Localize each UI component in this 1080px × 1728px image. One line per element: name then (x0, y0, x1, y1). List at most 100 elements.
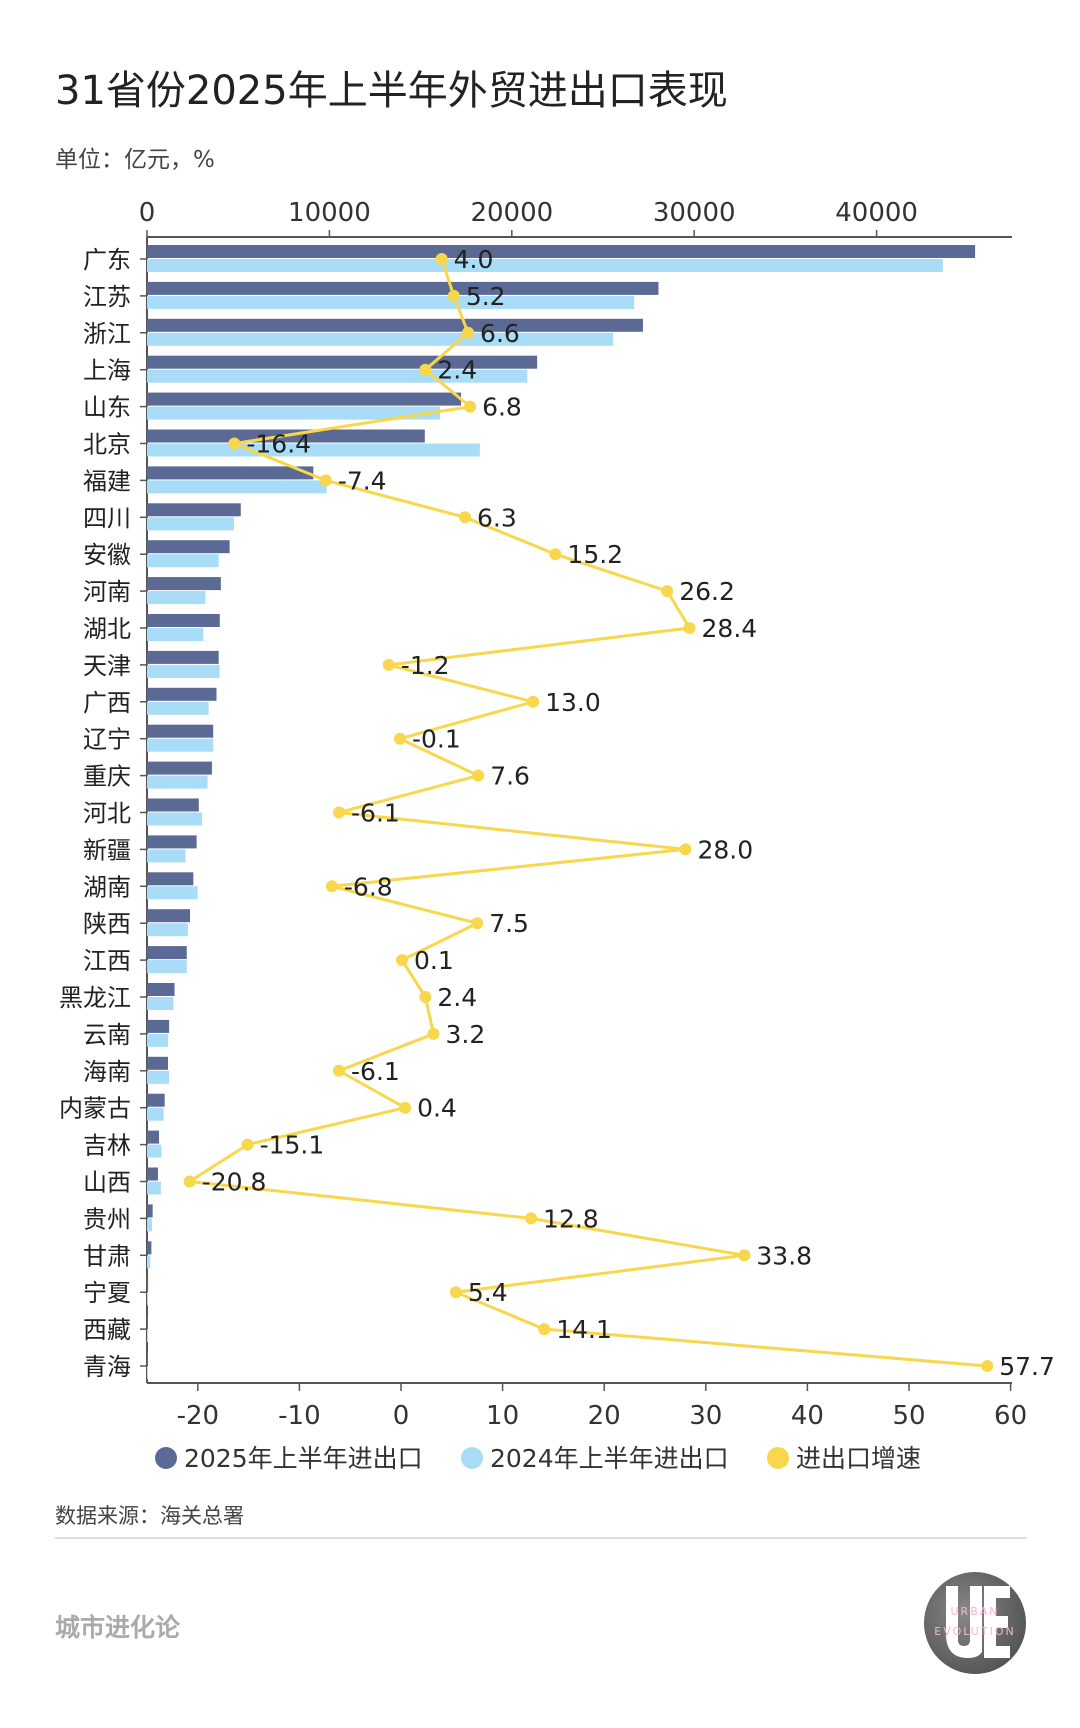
logo-mark (946, 1586, 1010, 1658)
growth-point (396, 954, 409, 967)
bar-2025 (147, 1019, 170, 1033)
bottom-axis-tick-label: 0 (393, 1401, 410, 1431)
category-label: 四川 (83, 504, 131, 532)
growth-label: -15.1 (260, 1131, 325, 1160)
category-label: 湖北 (83, 615, 131, 643)
bar-2025 (147, 614, 220, 627)
top-axis-tick-label: 30000 (653, 198, 736, 228)
growth-label: 6.3 (477, 503, 517, 532)
legend-marker (767, 1447, 789, 1469)
growth-point (333, 1064, 346, 1077)
bar-2024 (147, 1107, 164, 1121)
bar-2025 (147, 1315, 148, 1329)
category-label: 河北 (83, 800, 131, 828)
category-label: 宁夏 (83, 1279, 131, 1307)
growth-label: 7.5 (489, 909, 529, 938)
growth-point (449, 1286, 462, 1299)
category-label: 湖南 (83, 873, 131, 901)
growth-label: -6.1 (351, 1057, 400, 1086)
category-label: 新疆 (83, 836, 131, 864)
bar-2025 (147, 1167, 158, 1181)
growth-label: 6.6 (480, 319, 520, 348)
bar-2025 (147, 1093, 165, 1107)
bar-2024 (147, 443, 480, 457)
growth-point (462, 326, 475, 339)
bar-2024 (147, 738, 214, 752)
growth-label: 15.2 (567, 540, 623, 569)
bar-2025 (147, 466, 314, 480)
bar-2024 (147, 554, 219, 568)
category-label: 黑龙江 (59, 984, 131, 1012)
growth-label: 7.6 (490, 762, 530, 791)
bar-2025 (147, 1352, 148, 1365)
growth-label: 2.4 (437, 356, 477, 385)
category-label: 海南 (83, 1058, 131, 1086)
growth-point (527, 695, 540, 708)
growth-point (738, 1249, 751, 1262)
unit-label: 单位：亿元，% (55, 147, 215, 173)
growth-point (679, 843, 692, 856)
bar-2024 (147, 628, 204, 641)
brand-name: 城市进化论 (55, 1613, 181, 1642)
growth-label: 28.4 (702, 614, 758, 643)
bar-2024 (147, 1255, 151, 1269)
bar-2025 (147, 761, 212, 775)
bar-2025 (147, 1278, 149, 1292)
growth-label: 12.8 (543, 1204, 599, 1233)
bottom-axis-tick-label: 10 (486, 1401, 519, 1431)
growth-label: 2.4 (437, 983, 477, 1012)
growth-label: 57.7 (999, 1352, 1055, 1381)
logo-sub: URBAN (950, 1605, 1000, 1618)
category-label: 云南 (83, 1021, 131, 1049)
legend-marker (155, 1447, 177, 1469)
growth-point (183, 1175, 196, 1188)
bottom-axis-tick-label: -20 (177, 1401, 219, 1431)
bar-2025 (147, 355, 538, 369)
growth-label: 13.0 (545, 688, 601, 717)
bar-2025 (147, 724, 214, 738)
legend-label: 进出口增速 (796, 1444, 921, 1473)
logo-sub: EVOLUTION (934, 1625, 1016, 1638)
category-label: 上海 (83, 357, 131, 385)
bar-2024 (147, 775, 208, 789)
bottom-axis-tick-label: 40 (791, 1401, 824, 1431)
growth-label: 14.1 (556, 1315, 612, 1344)
growth-label: -16.4 (246, 430, 311, 459)
growth-point (427, 1027, 440, 1040)
growth-point (549, 548, 562, 561)
legend-label: 2025年上半年进出口 (184, 1444, 423, 1473)
bar-2025 (147, 983, 175, 996)
growth-label: 6.8 (482, 393, 522, 422)
bar-2024 (147, 1366, 148, 1379)
growth-point (464, 400, 477, 413)
bar-2024 (147, 591, 206, 605)
category-label: 西藏 (83, 1316, 131, 1344)
growth-point (419, 363, 432, 376)
growth-label: 5.4 (468, 1278, 508, 1307)
bar-2024 (147, 701, 209, 715)
bar-2025 (147, 503, 241, 517)
growth-point (472, 769, 485, 782)
bar-2024 (147, 295, 635, 309)
bar-2024 (147, 1181, 161, 1195)
growth-point (435, 253, 448, 265)
category-label: 甘肃 (83, 1242, 131, 1270)
category-label: 陕西 (83, 910, 131, 938)
bar-2025 (147, 798, 199, 812)
category-label: 江苏 (83, 283, 131, 311)
category-label: 内蒙古 (59, 1095, 131, 1123)
category-label: 北京 (83, 431, 131, 459)
bottom-axis-tick-label: -10 (278, 1401, 320, 1431)
bottom-axis-tick-label: 60 (994, 1401, 1027, 1431)
growth-label: 0.4 (417, 1094, 457, 1123)
bar-2024 (147, 332, 614, 346)
bar-2024 (147, 406, 441, 420)
bar-2025 (147, 245, 976, 258)
growth-point (399, 1101, 412, 1114)
category-label: 河南 (83, 578, 131, 606)
growth-label: 5.2 (466, 282, 506, 311)
category-label: 福建 (83, 467, 131, 495)
category-label: 安徽 (83, 541, 131, 569)
bar-2025 (147, 835, 197, 849)
growth-point (981, 1360, 994, 1372)
